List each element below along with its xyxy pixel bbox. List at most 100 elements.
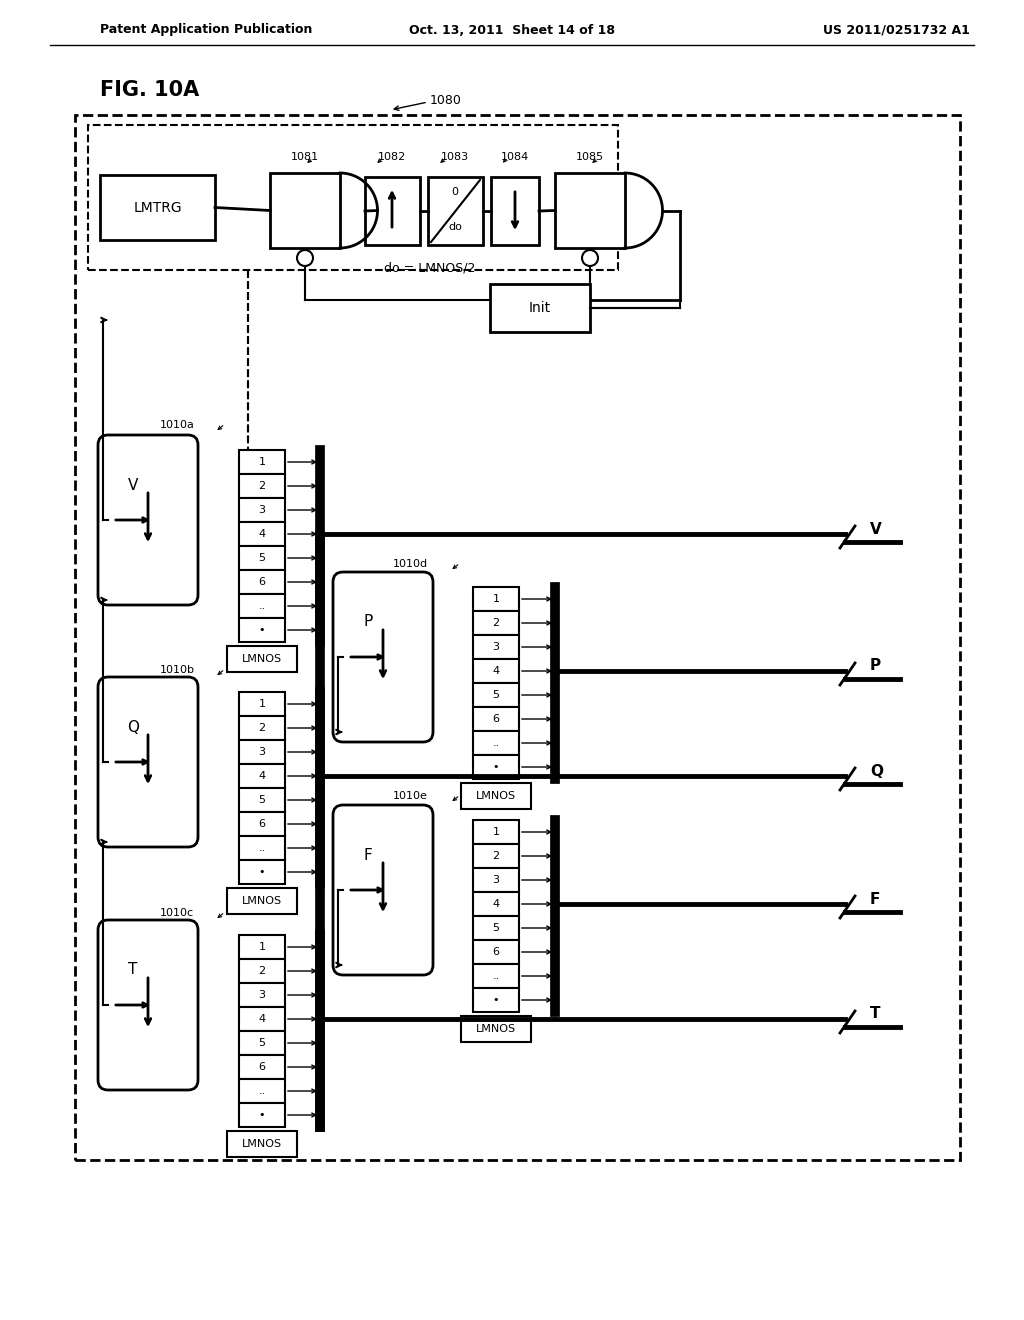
Bar — [239, 1078, 285, 1104]
Text: 1010a: 1010a — [160, 420, 195, 430]
Text: Init: Init — [529, 301, 551, 315]
Text: 1: 1 — [258, 942, 265, 952]
Bar — [227, 645, 297, 672]
Text: 5: 5 — [258, 553, 265, 564]
Bar — [490, 284, 590, 333]
Bar — [75, 115, 961, 1160]
Text: LMNOS: LMNOS — [242, 896, 282, 906]
Bar — [461, 1016, 531, 1041]
Bar — [239, 1055, 285, 1078]
Text: 1085: 1085 — [575, 152, 604, 162]
Bar — [473, 820, 519, 843]
Bar — [227, 888, 297, 913]
Bar — [473, 940, 519, 964]
Text: V: V — [870, 521, 882, 536]
Text: 3: 3 — [493, 875, 500, 884]
Bar — [239, 594, 285, 618]
Text: 6: 6 — [258, 1063, 265, 1072]
Bar — [239, 618, 285, 642]
Text: Q: Q — [870, 763, 883, 779]
Bar — [239, 836, 285, 861]
Text: 1: 1 — [493, 828, 500, 837]
Text: 5: 5 — [258, 1038, 265, 1048]
Text: 1081: 1081 — [291, 152, 319, 162]
Text: 2: 2 — [493, 851, 500, 861]
Bar — [239, 692, 285, 715]
Text: T: T — [870, 1006, 881, 1022]
Text: ..: .. — [493, 738, 500, 748]
Text: 5: 5 — [493, 690, 500, 700]
Text: 6: 6 — [493, 946, 500, 957]
Bar — [100, 176, 215, 240]
Bar — [239, 474, 285, 498]
Text: 5: 5 — [493, 923, 500, 933]
Text: do = LMNOS/2: do = LMNOS/2 — [384, 261, 476, 275]
Text: 6: 6 — [258, 577, 265, 587]
Text: 1010d: 1010d — [393, 558, 428, 569]
Bar — [239, 788, 285, 812]
Text: 0: 0 — [452, 187, 459, 197]
Bar — [239, 935, 285, 960]
Bar — [555, 173, 625, 248]
Text: 2: 2 — [258, 480, 265, 491]
Text: P: P — [870, 659, 881, 673]
Text: 4: 4 — [258, 1014, 265, 1024]
Text: 2: 2 — [258, 723, 265, 733]
FancyBboxPatch shape — [333, 805, 433, 975]
Text: 4: 4 — [258, 771, 265, 781]
Bar — [239, 960, 285, 983]
Text: Oct. 13, 2011  Sheet 14 of 18: Oct. 13, 2011 Sheet 14 of 18 — [409, 24, 615, 37]
Text: •: • — [493, 762, 500, 772]
Text: T: T — [128, 962, 137, 978]
Text: ..: .. — [493, 972, 500, 981]
Text: F: F — [870, 891, 881, 907]
Text: 6: 6 — [493, 714, 500, 723]
Text: •: • — [259, 1110, 265, 1119]
Bar — [473, 659, 519, 682]
Bar — [365, 177, 420, 246]
Bar — [239, 498, 285, 521]
Bar — [239, 1031, 285, 1055]
Text: 1010c: 1010c — [160, 908, 195, 917]
Text: P: P — [364, 615, 373, 630]
Bar — [473, 587, 519, 611]
Bar — [473, 708, 519, 731]
Bar — [239, 1104, 285, 1127]
Bar — [490, 177, 539, 246]
Bar — [473, 987, 519, 1012]
Text: 3: 3 — [258, 506, 265, 515]
Text: 4: 4 — [493, 667, 500, 676]
Bar — [428, 177, 483, 246]
Text: LMNOS: LMNOS — [242, 1139, 282, 1148]
Bar — [239, 715, 285, 741]
Bar — [239, 1007, 285, 1031]
Text: 3: 3 — [258, 747, 265, 756]
Bar — [473, 611, 519, 635]
Bar — [88, 125, 618, 271]
Text: 1: 1 — [258, 700, 265, 709]
Text: 4: 4 — [493, 899, 500, 909]
Bar — [239, 983, 285, 1007]
Bar — [473, 635, 519, 659]
Text: 1083: 1083 — [441, 152, 469, 162]
Text: V: V — [128, 478, 138, 492]
FancyBboxPatch shape — [98, 920, 198, 1090]
Text: do: do — [449, 222, 462, 232]
Text: ..: .. — [258, 843, 265, 853]
Bar — [239, 741, 285, 764]
Bar — [239, 546, 285, 570]
Bar — [473, 892, 519, 916]
Text: 1082: 1082 — [378, 152, 407, 162]
Bar — [473, 755, 519, 779]
Text: 3: 3 — [258, 990, 265, 1001]
Text: 1010e: 1010e — [393, 791, 428, 801]
Text: •: • — [259, 867, 265, 876]
Bar — [239, 861, 285, 884]
Text: Q: Q — [127, 719, 139, 734]
FancyBboxPatch shape — [98, 677, 198, 847]
Bar — [239, 521, 285, 546]
Text: 6: 6 — [258, 818, 265, 829]
FancyBboxPatch shape — [333, 572, 433, 742]
Text: 1080: 1080 — [430, 94, 462, 107]
Bar — [239, 450, 285, 474]
